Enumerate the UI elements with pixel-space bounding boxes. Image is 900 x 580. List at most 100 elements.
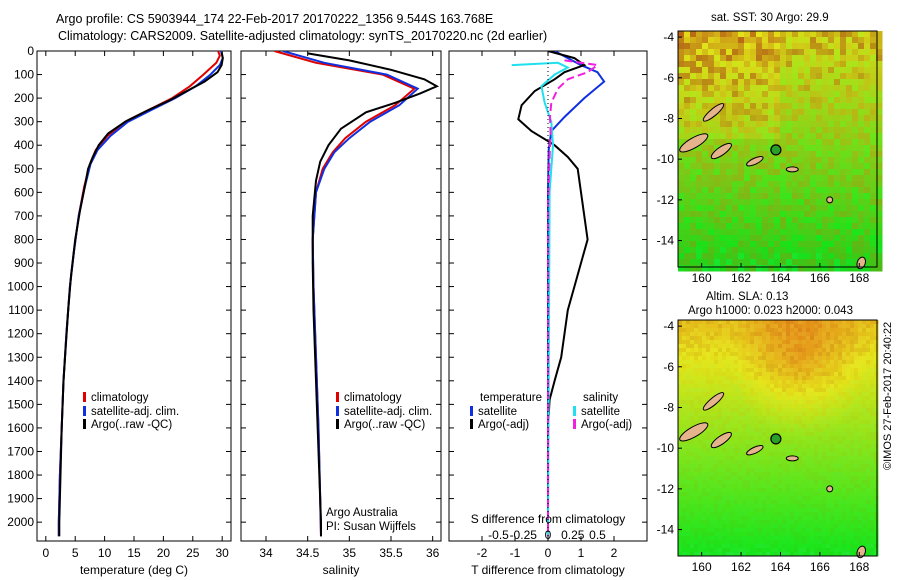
map-cell <box>846 420 851 425</box>
map-cell <box>786 544 791 549</box>
map-cell <box>810 392 815 397</box>
map-cell <box>754 540 759 545</box>
map-cell <box>858 229 865 236</box>
map-cell <box>744 43 751 50</box>
map-cell <box>714 97 721 104</box>
map-cell <box>774 508 779 513</box>
map-cell <box>838 360 843 365</box>
map-cell <box>862 352 867 357</box>
map-cell <box>858 61 865 68</box>
map-cell <box>684 97 691 104</box>
map-cell <box>814 320 819 325</box>
map-cell <box>816 115 823 122</box>
map-cell <box>798 157 805 164</box>
map-cell <box>718 348 723 353</box>
map-cell <box>750 524 755 529</box>
map-cell <box>694 376 699 381</box>
map-cell <box>682 468 687 473</box>
map-cell <box>794 424 799 429</box>
map-cell <box>744 187 751 194</box>
map-cell <box>694 512 699 517</box>
map-cell <box>770 392 775 397</box>
map-cell <box>742 392 747 397</box>
map-cell <box>690 372 695 377</box>
map-cell <box>730 500 735 505</box>
map-cell <box>774 103 781 110</box>
map-cell <box>790 532 795 537</box>
map-cell <box>726 448 731 453</box>
map-cell <box>742 360 747 365</box>
map-cell <box>834 139 841 146</box>
map-cell <box>734 480 739 485</box>
map-cell <box>702 320 707 325</box>
map-cell <box>854 436 859 441</box>
map-cell <box>708 229 715 236</box>
map-cell <box>782 380 787 385</box>
map-cell <box>846 380 851 385</box>
map-cell <box>830 548 835 553</box>
map-cell <box>762 396 767 401</box>
map-cell <box>778 376 783 381</box>
map-cell <box>774 392 779 397</box>
legend-item-argo: Argo(..raw -QC) <box>83 419 179 433</box>
map-cell <box>802 432 807 437</box>
map-cell <box>806 540 811 545</box>
map-cell <box>802 488 807 493</box>
map-cell <box>822 464 827 469</box>
map-cell <box>870 181 877 188</box>
y-tick-label: 1100 <box>8 303 34 317</box>
map-cell <box>828 223 835 230</box>
map-cell <box>682 548 687 553</box>
map-cell <box>798 103 805 110</box>
map-cell <box>762 456 767 461</box>
map-cell <box>690 91 697 98</box>
map-cell <box>798 436 803 441</box>
map-cell <box>734 424 739 429</box>
map-cell <box>738 468 743 473</box>
map-cell <box>846 55 853 62</box>
map-cell <box>840 247 847 254</box>
map-cell <box>762 169 769 176</box>
map-cell <box>810 229 817 236</box>
map-cell <box>756 97 763 104</box>
map-cell <box>854 500 859 505</box>
map-cell <box>738 43 745 50</box>
map-cell <box>768 31 775 38</box>
map-cell <box>792 253 799 260</box>
map-cell <box>730 388 735 393</box>
map-cell <box>746 480 751 485</box>
map-cell <box>722 456 727 461</box>
map-cell <box>694 360 699 365</box>
map-cell <box>852 31 859 38</box>
map-cell <box>738 253 745 260</box>
map-cell <box>782 524 787 529</box>
map-cell <box>746 420 751 425</box>
map-cell <box>778 476 783 481</box>
map-cell <box>870 440 875 445</box>
map-cell <box>722 348 727 353</box>
map-cell <box>696 241 703 248</box>
map-cell <box>798 211 805 218</box>
map-cell <box>786 169 793 176</box>
map-cell <box>850 360 855 365</box>
map-cell <box>702 356 707 361</box>
map-cell <box>686 536 691 541</box>
map-cell <box>714 480 719 485</box>
map-cell <box>734 492 739 497</box>
map-cell <box>874 328 879 333</box>
map-cell <box>852 247 859 254</box>
map-cell <box>706 392 711 397</box>
map-cell <box>708 97 715 104</box>
map-cell <box>814 344 819 349</box>
map-cell <box>854 484 859 489</box>
map-cell <box>846 211 853 218</box>
map-cell <box>828 151 835 158</box>
map-cell <box>708 79 715 86</box>
map-cell <box>766 424 771 429</box>
map-cell <box>846 456 851 461</box>
map-cell <box>750 55 757 62</box>
map-cell <box>678 360 683 365</box>
map-cell <box>758 380 763 385</box>
map-cell <box>814 480 819 485</box>
map-cell <box>858 472 863 477</box>
